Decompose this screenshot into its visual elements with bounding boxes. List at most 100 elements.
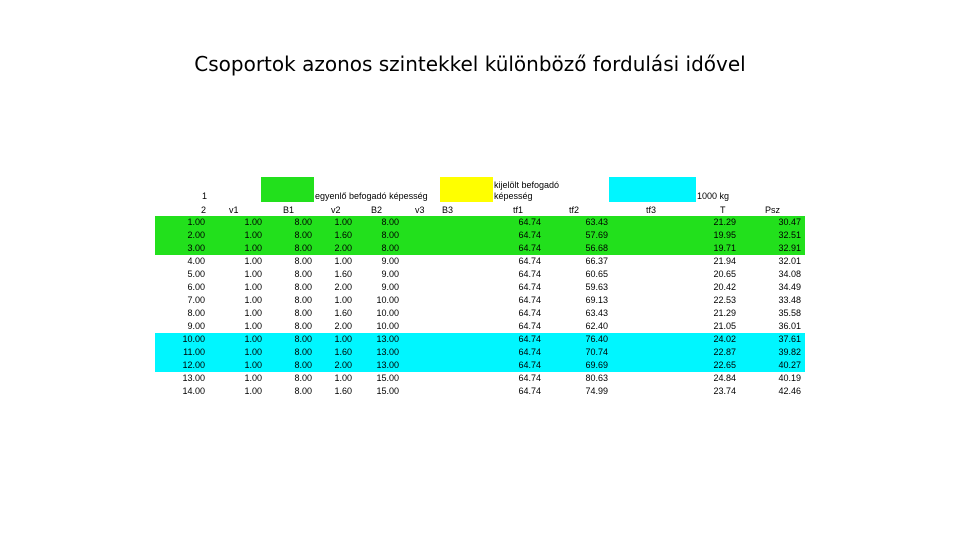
cell-tf1: 64.74 (518, 217, 541, 227)
cell-t: 20.65 (713, 269, 736, 279)
cell-b2: 8.00 (381, 243, 399, 253)
assigned-capacity-label-line1: kijelölt befogadó (494, 180, 560, 190)
cell-b2: 13.00 (376, 334, 399, 344)
cell-b2: 15.00 (376, 373, 399, 383)
cell-psz: 34.08 (778, 269, 801, 279)
cell-psz: 35.58 (778, 308, 801, 318)
table-row: 10.00 1.00 8.00 1.00 13.00 64.74 76.40 24.02 37.… (155, 333, 805, 346)
cell-v2: 2.00 (334, 321, 352, 331)
cell-psz: 36.01 (778, 321, 801, 331)
cell-b2: 8.00 (381, 230, 399, 240)
cell-psz: 34.49 (778, 282, 801, 292)
cell-t: 22.87 (713, 347, 736, 357)
cell-b2: 15.00 (376, 386, 399, 396)
cell-b1: 8.00 (294, 308, 312, 318)
cell-index: 13.00 (182, 373, 205, 383)
cell-t: 21.05 (713, 321, 736, 331)
cell-v1: 1.00 (244, 386, 262, 396)
cell-index: 2.00 (187, 230, 205, 240)
data-table: 1.00 1.00 8.00 1.00 8.00 64.74 63.43 21.29 30.47… (155, 216, 805, 398)
cell-tf2: 62.40 (585, 321, 608, 331)
cell-t: 21.29 (713, 217, 736, 227)
cell-b1: 8.00 (294, 373, 312, 383)
cell-b1: 8.00 (294, 217, 312, 227)
cell-tf1: 64.74 (518, 243, 541, 253)
cell-index: 8.00 (187, 308, 205, 318)
cell-b1: 8.00 (294, 230, 312, 240)
cell-index: 6.00 (187, 282, 205, 292)
cell-v2: 1.60 (334, 269, 352, 279)
cell-index: 14.00 (182, 386, 205, 396)
table-row: 7.00 1.00 8.00 1.00 10.00 64.74 69.13 22.53 33.4… (155, 294, 805, 307)
cell-psz: 33.48 (778, 295, 801, 305)
cell-b2: 13.00 (376, 347, 399, 357)
unit-label: 1000 kg (697, 191, 730, 201)
cell-psz: 42.46 (778, 386, 801, 396)
cell-t: 19.95 (713, 230, 736, 240)
cell-psz: 32.91 (778, 243, 801, 253)
cell-b2: 10.00 (376, 295, 399, 305)
cell-v2: 2.00 (334, 360, 352, 370)
cell-b1: 8.00 (294, 243, 312, 253)
yellow-swatch (440, 177, 493, 202)
cell-b1: 8.00 (294, 269, 312, 279)
cell-v2: 1.60 (334, 386, 352, 396)
cell-tf1: 64.74 (518, 373, 541, 383)
cell-index: 3.00 (187, 243, 205, 253)
cell-index: 4.00 (187, 256, 205, 266)
cell-tf2: 56.68 (585, 243, 608, 253)
cell-v2: 1.00 (334, 334, 352, 344)
cell-b1: 8.00 (294, 321, 312, 331)
cell-b2: 10.00 (376, 308, 399, 318)
cell-index: 9.00 (187, 321, 205, 331)
cell-tf1: 64.74 (518, 321, 541, 331)
col-header-b2: B2 (371, 205, 383, 215)
cell-b2: 13.00 (376, 360, 399, 370)
cell-v2: 1.60 (334, 308, 352, 318)
cell-tf1: 64.74 (518, 334, 541, 344)
cell-index: 10.00 (182, 334, 205, 344)
equal-capacity-label: egyenlő befogadó képesség (315, 191, 428, 201)
cell-tf2: 66.37 (585, 256, 608, 266)
table-row: 13.00 1.00 8.00 1.00 15.00 64.74 80.63 24.84 40.… (155, 372, 805, 385)
cell-v1: 1.00 (244, 230, 262, 240)
cell-psz: 40.19 (778, 373, 801, 383)
cyan-swatch (609, 177, 696, 202)
cell-tf2: 57.69 (585, 230, 608, 240)
cell-tf1: 64.74 (518, 282, 541, 292)
cell-v1: 1.00 (244, 373, 262, 383)
col-header-t: T (720, 205, 726, 215)
cell-t: 19.71 (713, 243, 736, 253)
cell-tf1: 64.74 (518, 308, 541, 318)
cell-v1: 1.00 (244, 347, 262, 357)
cell-v1: 1.00 (244, 243, 262, 253)
table-row: 9.00 1.00 8.00 2.00 10.00 64.74 62.40 21.05 36.0… (155, 320, 805, 333)
cell-v1: 1.00 (244, 269, 262, 279)
cell-b1: 8.00 (294, 295, 312, 305)
cell-t: 24.84 (713, 373, 736, 383)
cell-index: 11.00 (183, 347, 205, 357)
col-header-tf1: tf1 (513, 205, 524, 215)
col-header-b3: B3 (442, 205, 454, 215)
cell-v2: 1.00 (334, 295, 352, 305)
table-row: 1.00 1.00 8.00 1.00 8.00 64.74 63.43 21.29 30.47 (155, 216, 805, 229)
cell-t: 23.74 (713, 386, 736, 396)
cell-tf2: 60.65 (585, 269, 608, 279)
cell-index: 1.00 (187, 217, 205, 227)
cell-tf2: 69.69 (585, 360, 608, 370)
cell-index: 7.00 (187, 295, 205, 305)
cell-tf1: 64.74 (518, 295, 541, 305)
cell-b1: 8.00 (294, 386, 312, 396)
table-row: 14.00 1.00 8.00 1.60 15.00 64.74 74.99 23.74 42.… (155, 385, 805, 398)
cell-psz: 32.01 (778, 256, 801, 266)
green-swatch (261, 177, 314, 202)
cell-tf2: 70.74 (585, 347, 608, 357)
cell-tf2: 69.13 (585, 295, 608, 305)
cell-tf1: 64.74 (518, 230, 541, 240)
table-row: 3.00 1.00 8.00 2.00 8.00 64.74 56.68 19.71 32.91 (155, 242, 805, 255)
table-row: 2.00 1.00 8.00 1.60 8.00 64.74 57.69 19.95 32.51 (155, 229, 805, 242)
table-row: 11.00 1.00 8.00 1.60 13.00 64.74 70.74 22.87 39.… (155, 346, 805, 359)
cell-tf2: 76.40 (585, 334, 608, 344)
cell-t: 22.53 (713, 295, 736, 305)
cell-psz: 30.47 (778, 217, 801, 227)
